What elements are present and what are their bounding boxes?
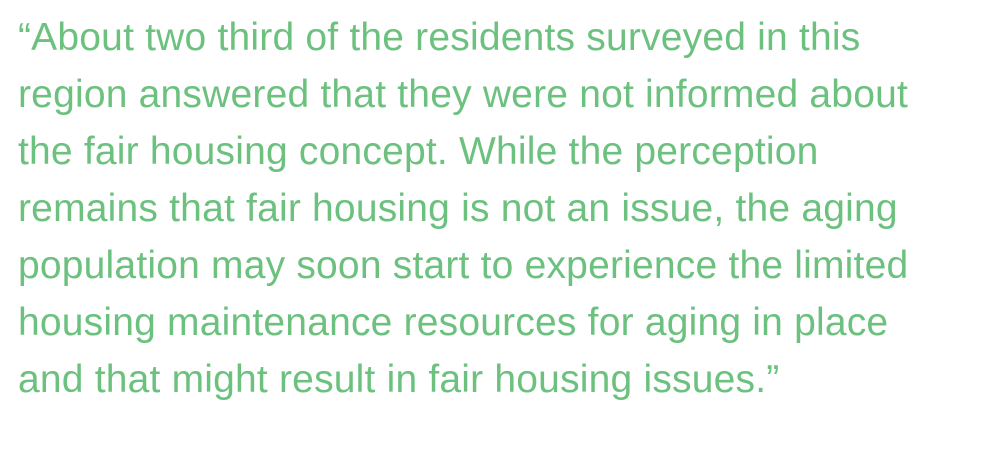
quote-line: population may soon start to experience … [18, 244, 909, 287]
quote-line: “About two third of the residents survey… [18, 16, 861, 59]
quote: “About two third of the residents survey… [18, 9, 983, 408]
quote-line: region answered that they were not infor… [18, 73, 909, 116]
quote-line: and that might result in fair housing is… [18, 358, 780, 401]
quote-line: housing maintenance resources for aging … [18, 301, 889, 344]
quote-line: the fair housing concept. While the perc… [18, 130, 819, 173]
quote-line: remains that fair housing is not an issu… [18, 187, 898, 230]
